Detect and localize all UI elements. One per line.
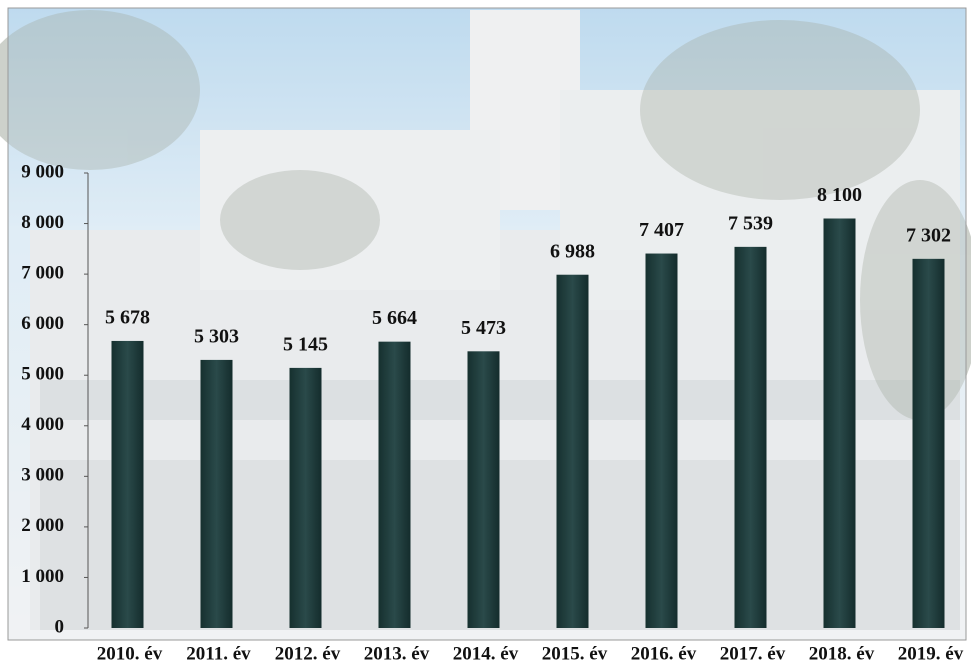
x-tick-label: 2016. év [631,643,697,664]
x-tick-label: 2013. év [364,643,430,664]
bar [913,259,945,628]
y-tick-label: 3 000 [21,465,64,486]
value-label: 6 988 [550,240,595,262]
y-tick-label: 5 000 [21,364,64,385]
y-tick-label: 0 [55,616,65,637]
value-label: 7 407 [639,219,684,241]
bar [735,247,767,628]
y-tick-label: 2 000 [21,515,64,536]
chart: 0 1 000 2 000 3 000 4 000 5 000 6 000 7 000 8 00… [0,0,971,668]
value-label: 5 303 [194,325,239,347]
value-label: 5 664 [372,307,417,329]
y-tick-label: 9 000 [21,161,64,182]
x-tick-label: 2011. év [186,643,251,664]
value-label: 7 302 [906,224,951,246]
value-label: 5 678 [105,307,150,329]
value-label: 5 473 [461,317,506,339]
x-tick-label: 2010. év [97,643,163,664]
x-tick-label: 2017. év [720,643,786,664]
bar [290,368,322,628]
x-tick-label: 2018. év [809,643,875,664]
y-tick-label: 7 000 [21,262,64,283]
x-tick-label: 2015. év [542,643,608,664]
bar [824,219,856,629]
y-tick-label: 6 000 [21,313,64,334]
x-tick-label: 2019. év [898,643,964,664]
bar [379,342,411,628]
value-label: 8 100 [817,184,862,206]
value-label: 5 145 [283,333,328,355]
y-tick-label: 4 000 [21,414,64,435]
x-tick-label: 2012. év [275,643,341,664]
bar [646,254,678,628]
bar [201,360,233,628]
value-label: 7 539 [728,212,773,234]
bar [468,351,500,628]
y-tick-label: 1 000 [21,566,64,587]
bar [557,275,589,628]
x-tick-label: 2014. év [453,643,519,664]
bar [112,341,144,628]
y-tick-label: 8 000 [21,212,64,233]
